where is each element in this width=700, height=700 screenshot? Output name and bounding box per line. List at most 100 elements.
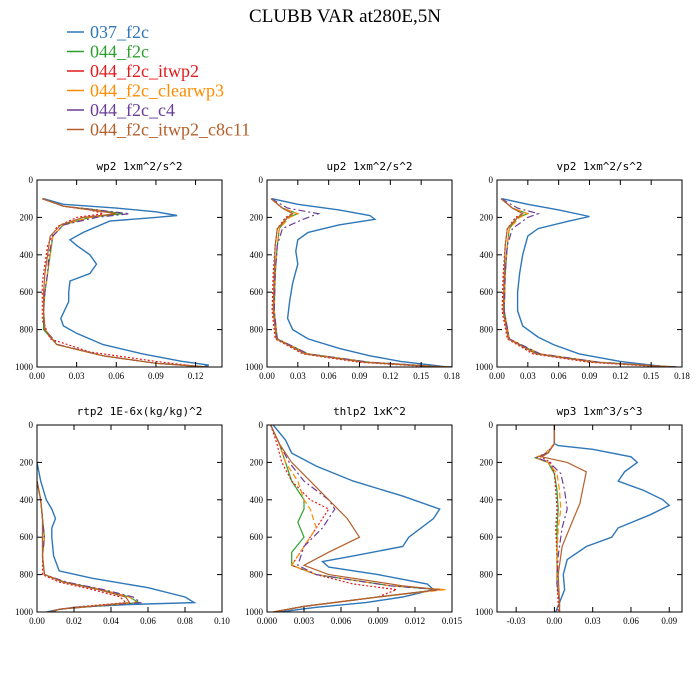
xtick-label-4-1: 0.003: [294, 616, 315, 626]
series-1-4: [270, 198, 452, 367]
xtick-label-2-6: 0.18: [674, 371, 690, 381]
ytick-label-0-2: 400: [20, 250, 34, 260]
plot-frame-4: [266, 424, 453, 613]
legend-label-5: 044_f2c_itwp2_c8c11: [90, 120, 250, 140]
xtick-label-4-3: 0.009: [368, 616, 389, 626]
series-1-2: [270, 198, 442, 367]
legend-label-4: 044_f2c_c4: [90, 100, 175, 120]
plot-frame-5: [496, 424, 683, 613]
xtick-label-1-0: 0.00: [259, 371, 275, 381]
xtick-label-1-1: 0.03: [290, 371, 306, 381]
xtick-label-4-2: 0.006: [331, 616, 352, 626]
figure-title: CLUBB VAR at280E,5N: [249, 6, 441, 27]
ytick-label-3-5: 1000: [15, 607, 34, 617]
legend-label-0: 037_f2c: [90, 22, 149, 42]
ytick-label-3-2: 400: [20, 495, 34, 505]
panel-title-1: up2 1xm^2/s^2: [326, 160, 412, 173]
xtick-label-1-3: 0.09: [352, 371, 368, 381]
xtick-label-2-3: 0.09: [582, 371, 598, 381]
ytick-label-2-5: 1000: [475, 362, 494, 372]
series-5-5: [540, 425, 587, 612]
series-0-5: [42, 198, 209, 367]
ytick-label-4-5: 1000: [245, 607, 264, 617]
xtick-label-5-2: 0.03: [585, 616, 601, 626]
xtick-label-5-0: -0.03: [507, 616, 526, 626]
ytick-label-2-0: 0: [489, 175, 494, 185]
ytick-label-2-3: 600: [480, 287, 494, 297]
xtick-label-0-2: 0.06: [108, 371, 124, 381]
xtick-label-3-0: 0.00: [29, 616, 45, 626]
series-5-4: [535, 425, 568, 612]
ytick-label-2-2: 400: [480, 250, 494, 260]
series-4-5: [270, 425, 440, 612]
xtick-label-4-0: 0.000: [257, 616, 278, 626]
series-1-5: [270, 198, 447, 367]
ytick-label-2-1: 200: [480, 212, 494, 222]
plot-frame-2: [496, 179, 683, 368]
xtick-label-1-6: 0.18: [444, 371, 460, 381]
series-4-3: [270, 425, 446, 612]
xtick-label-0-3: 0.09: [148, 371, 164, 381]
ytick-label-4-4: 800: [250, 570, 264, 580]
legend-label-2: 044_f2c_itwp2: [90, 61, 199, 81]
panel-5: wp3 1xm^3/s^3 0 200 400 600 800 1000 -0.03 0.00 0…: [475, 405, 683, 626]
series-0-0: [43, 198, 209, 367]
ytick-label-4-1: 200: [250, 457, 264, 467]
series-0-4: [42, 198, 209, 367]
ytick-label-1-4: 800: [250, 325, 264, 335]
ytick-label-3-1: 200: [20, 457, 34, 467]
ytick-label-1-3: 600: [250, 287, 264, 297]
xtick-label-1-4: 0.12: [382, 371, 398, 381]
ytick-label-1-0: 0: [259, 175, 264, 185]
series-1-0: [271, 198, 447, 367]
ytick-label-1-5: 1000: [245, 362, 264, 372]
series-3-3: [37, 480, 139, 612]
xtick-label-0-4: 0.12: [188, 371, 204, 381]
ytick-label-1-1: 200: [250, 212, 264, 222]
xtick-label-2-4: 0.12: [612, 371, 628, 381]
series-1-3: [270, 198, 452, 367]
series-2-4: [500, 198, 677, 367]
xtick-label-2-2: 0.06: [551, 371, 567, 381]
xtick-label-5-4: 0.09: [661, 616, 677, 626]
series-2-5: [500, 198, 672, 367]
ytick-label-3-4: 800: [20, 570, 34, 580]
legend: 037_f2c044_f2c044_f2c_itwp2044_f2c_clear…: [67, 22, 250, 140]
plot-frame-0: [36, 179, 223, 368]
panel-title-4: thlp2 1xK^2: [333, 405, 406, 418]
series-5-0: [553, 425, 671, 612]
panel-title-0: wp2 1xm^2/s^2: [96, 160, 182, 173]
xtick-label-1-2: 0.06: [321, 371, 337, 381]
xtick-label-0-0: 0.00: [29, 371, 45, 381]
ytick-label-5-1: 200: [480, 457, 494, 467]
ytick-label-5-0: 0: [489, 420, 494, 430]
ytick-label-4-0: 0: [259, 420, 264, 430]
xtick-label-0-1: 0.03: [69, 371, 85, 381]
ytick-label-3-0: 0: [29, 420, 34, 430]
xtick-label-3-2: 0.04: [103, 616, 119, 626]
ytick-label-2-4: 800: [480, 325, 494, 335]
ytick-label-0-0: 0: [29, 175, 34, 185]
ytick-label-3-3: 600: [20, 532, 34, 542]
legend-label-3: 044_f2c_clearwp3: [90, 81, 224, 101]
xtick-label-3-1: 0.02: [66, 616, 82, 626]
ytick-label-5-4: 800: [480, 570, 494, 580]
panel-title-2: vp2 1xm^2/s^2: [556, 160, 642, 173]
series-2-2: [500, 198, 667, 367]
xtick-label-2-5: 0.15: [643, 371, 659, 381]
ytick-label-5-3: 600: [480, 532, 494, 542]
xtick-label-3-5: 0.10: [214, 616, 230, 626]
xtick-label-3-3: 0.06: [140, 616, 156, 626]
ytick-label-4-2: 400: [250, 495, 264, 505]
series-3-5: [37, 480, 131, 612]
ytick-label-4-3: 600: [250, 532, 264, 542]
xtick-label-2-1: 0.03: [520, 371, 536, 381]
legend-label-1: 044_f2c: [90, 42, 149, 62]
xtick-label-1-5: 0.15: [413, 371, 429, 381]
ytick-label-5-2: 400: [480, 495, 494, 505]
